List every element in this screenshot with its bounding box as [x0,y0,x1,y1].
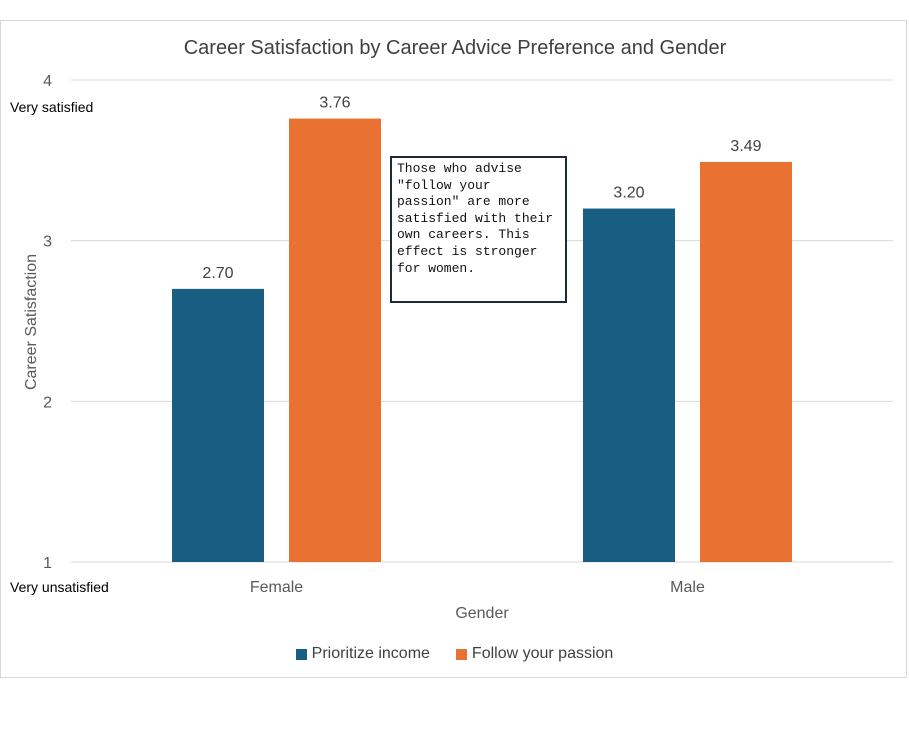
data-label: 3.49 [730,138,761,155]
data-label: 3.76 [319,95,350,112]
x-tick-label: Female [250,579,303,596]
bar [172,288,264,562]
x-axis-title: Gender [455,605,509,622]
y-bottom-note: Very unsatisfied [10,579,109,595]
chart-title: Career Satisfaction by Career Advice Pre… [184,37,727,59]
bar [583,208,675,563]
legend: Prioritize income Follow your passion [0,645,909,663]
bar [289,118,381,562]
y-axis-ticks: 1 2 3 4 [43,73,52,572]
x-tick-label: Male [670,579,705,596]
legend-label-prioritize-income: Prioritize income [311,645,430,662]
bar [700,161,792,562]
legend-item-follow-your-passion: Follow your passion [455,645,614,663]
y-axis-title: Career Satisfaction [23,254,40,390]
y-tick-label: 2 [43,394,52,411]
x-axis-ticks: Female Male [250,579,705,596]
bars [172,118,792,563]
annotation-box: Those who advise "follow your passion" a… [390,156,567,303]
data-labels: 2.70 3.76 3.20 3.49 [202,95,761,282]
data-label: 3.20 [613,185,644,202]
legend-item-prioritize-income: Prioritize income [295,645,430,663]
y-tick-label: 3 [43,234,52,251]
y-tick-label: 1 [43,555,52,572]
y-top-note: Very satisfied [10,99,93,115]
y-tick-label: 4 [43,73,52,90]
legend-label-follow-your-passion: Follow your passion [471,645,614,662]
legend-swatch-follow-your-passion [455,648,467,660]
legend-swatch-prioritize-income [295,648,307,660]
data-label: 2.70 [202,265,233,282]
